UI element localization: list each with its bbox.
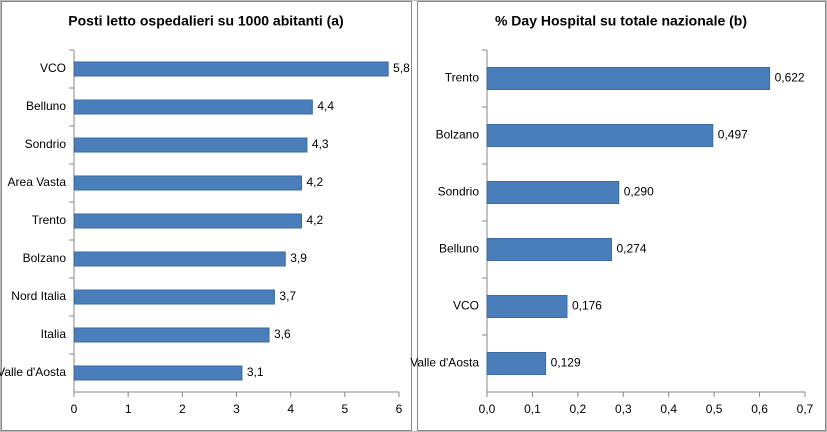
value-label: 4,4 [317, 99, 334, 113]
y-tick-label: Area Vasta [8, 175, 67, 189]
x-tick-label: 0,0 [479, 402, 496, 416]
x-tick-label: 0 [71, 402, 78, 416]
x-tick-label: 0,5 [706, 402, 723, 416]
value-label: 4,3 [312, 137, 329, 151]
value-label: 0,176 [572, 299, 602, 313]
value-label: 0,497 [718, 128, 748, 142]
value-label: 0,622 [775, 71, 805, 85]
bar [73, 365, 243, 381]
value-label: 4,2 [307, 175, 324, 189]
x-tick-label: 0,7 [797, 402, 814, 416]
bar [73, 61, 389, 77]
x-tick-label: 0,2 [570, 402, 587, 416]
y-tick-label: Sondrio [438, 185, 480, 199]
y-tick-label: VCO [40, 61, 66, 75]
x-tick-label: 3 [233, 402, 240, 416]
value-label: 3,6 [274, 327, 291, 341]
value-label: 3,7 [279, 289, 296, 303]
bar [73, 327, 270, 343]
y-tick-label: Nord Italia [11, 289, 66, 303]
bar [486, 295, 568, 318]
y-tick-label: Valle d'Aosta [0, 365, 66, 379]
bar [73, 137, 308, 153]
x-tick-label: 0,6 [751, 402, 768, 416]
value-label: 0,129 [551, 356, 581, 370]
y-tick-label: Trento [445, 71, 480, 85]
bar [486, 181, 620, 204]
y-tick-label: Sondrio [25, 137, 67, 151]
bar [486, 238, 612, 261]
value-label: 3,9 [290, 251, 307, 265]
y-tick-label: VCO [453, 299, 479, 313]
bar [486, 124, 714, 147]
chart-title: % Day Hospital su totale nazionale (b) [495, 13, 747, 29]
bar [73, 289, 275, 305]
y-tick-label: Trento [32, 213, 67, 227]
bar [486, 352, 547, 375]
x-tick-label: 0,3 [615, 402, 632, 416]
bar [73, 213, 302, 229]
x-tick-label: 6 [396, 402, 403, 416]
y-tick-label: Valle d'Aosta [410, 356, 479, 370]
y-tick-label: Bolzano [23, 251, 67, 265]
x-tick-label: 5 [341, 402, 348, 416]
value-label: 0,290 [624, 185, 654, 199]
x-tick-label: 0,4 [660, 402, 677, 416]
y-tick-label: Italia [41, 327, 67, 341]
chart-title: Posti letto ospedalieri su 1000 abitanti… [68, 13, 343, 29]
value-label: 0,274 [616, 242, 646, 256]
x-tick-label: 4 [287, 402, 294, 416]
value-label: 4,2 [307, 213, 324, 227]
y-tick-label: Belluno [439, 242, 479, 256]
x-tick-label: 2 [179, 402, 186, 416]
bar [486, 67, 771, 90]
value-label: 5,8 [393, 61, 410, 75]
bar [73, 175, 302, 191]
x-tick-label: 0,1 [524, 402, 541, 416]
y-tick-label: Belluno [26, 99, 66, 113]
x-tick-label: 1 [125, 402, 132, 416]
y-tick-label: Bolzano [436, 128, 480, 142]
bar [73, 251, 286, 267]
bar [73, 99, 313, 115]
value-label: 3,1 [247, 365, 264, 379]
